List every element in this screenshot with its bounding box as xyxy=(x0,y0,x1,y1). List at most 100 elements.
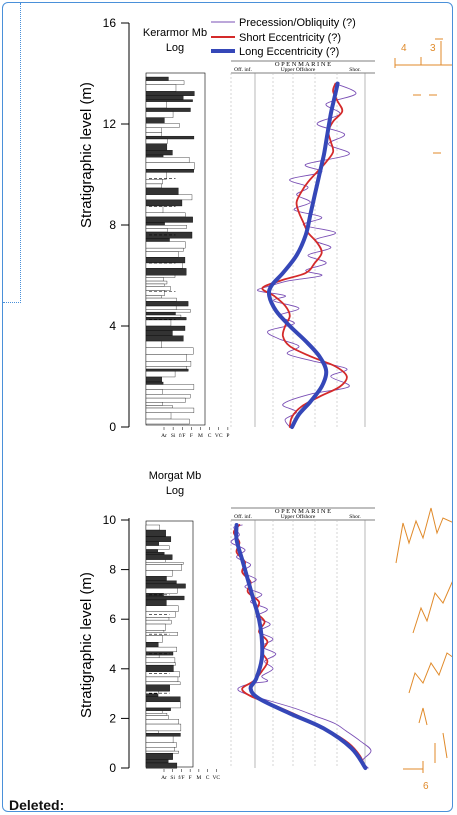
morgat-log-bed xyxy=(145,595,185,601)
kerarmor-log-bed xyxy=(145,127,162,133)
morgat-log-bed xyxy=(145,723,182,732)
kerarmor-log-bed xyxy=(145,251,179,258)
morgat-log-bed xyxy=(145,583,186,589)
kerarmor-grain-labels: Ar Si f/F F M C VC P xyxy=(161,427,229,439)
kerarmor-log-bed xyxy=(145,283,165,287)
kerarmor-log-bed xyxy=(145,325,186,331)
morgat-y-tick-label: 10 xyxy=(103,513,117,527)
kerarmor-log-bed xyxy=(145,340,162,348)
morgat-log-bed xyxy=(145,713,168,716)
kerarmor-log-bed xyxy=(145,76,169,81)
kerarmor-log-bed xyxy=(145,354,187,362)
morgat-log-bed xyxy=(145,654,160,659)
morgat-log-title-2: Log xyxy=(166,485,184,497)
morgat-log-bed xyxy=(145,762,178,769)
morgat-log-bed xyxy=(145,671,180,678)
kerarmor-log-bed xyxy=(145,247,184,252)
morgat-grain-label: F xyxy=(189,775,192,781)
kerarmor-log-bed xyxy=(145,238,170,242)
kerarmor-log-bed xyxy=(145,179,163,185)
legend: Precession/Obliquity (?) Short Eccentric… xyxy=(211,17,356,58)
morgat-log-bed xyxy=(145,693,159,697)
side-trace-5 xyxy=(434,732,448,763)
morgat-y-tick-label: 8 xyxy=(109,563,116,577)
legend-precession-label: Precession/Obliquity (?) xyxy=(239,17,356,29)
morgat-env-title: O P E N M A R I N E xyxy=(275,508,331,515)
morgat-log-bed xyxy=(145,759,169,764)
morgat-log-bed xyxy=(145,536,172,542)
kerarmor-log-bed xyxy=(145,194,193,201)
kerarmor-env-title: O P E N M A R I N E xyxy=(275,61,331,68)
kerarmor-log-title-1: Kerarmor Mb xyxy=(143,27,207,39)
kerarmor-log-bed xyxy=(145,397,186,403)
morgat-log-bed xyxy=(145,676,179,683)
kerarmor-env-grid xyxy=(230,73,366,427)
morgat-env-grid xyxy=(230,520,366,768)
morgat-y-tick-label: 2 xyxy=(109,711,116,725)
kerarmor-log-bed xyxy=(145,319,172,327)
kerarmor-log-bed xyxy=(145,280,168,285)
legend-short-label: Short Eccentricity (?) xyxy=(239,32,341,44)
morgat-log-bed xyxy=(145,701,181,709)
kerarmor-log-bed xyxy=(145,95,184,100)
morgat-log-bed xyxy=(145,623,166,631)
morgat-log-bed xyxy=(145,710,163,714)
kerarmor-grain-label: M xyxy=(198,433,203,439)
kerarmor-log-bed xyxy=(145,99,193,102)
morgat-grain-label: C xyxy=(206,775,210,781)
morgat-log-bed xyxy=(145,750,179,754)
morgat-y-tick-label: 6 xyxy=(109,612,116,626)
morgat-log-bed xyxy=(145,684,170,692)
morgat-y-tick-label: 4 xyxy=(109,662,116,676)
kerarmor-log-bed xyxy=(145,384,195,390)
side-trace-4 xyxy=(418,707,428,726)
side-trace-2 xyxy=(412,581,452,634)
kerarmor-log-bed xyxy=(145,91,195,96)
kerarmor-log-bed xyxy=(145,111,174,118)
adjacent-cropped-panel: 4 3 6 xyxy=(394,38,452,792)
kerarmor-log-bed xyxy=(145,107,191,112)
kerarmor-panel: Stratigraphic level (m) 0 4 8 12 16 Kerarmor… xyxy=(78,16,375,439)
morgat-grain-labels: Ar Si f/F F M C VC xyxy=(161,769,220,781)
kerarmor-log-bed xyxy=(145,309,191,313)
kerarmor-log-bed xyxy=(145,143,168,151)
morgat-panel: Stratigraphic level (m) 0 2 4 6 8 10 Morgat M… xyxy=(78,470,375,781)
deleted-label: Deleted: xyxy=(9,797,65,812)
morgat-y-ticks: 0 2 4 6 8 10 xyxy=(103,513,129,775)
kerarmor-log-bed xyxy=(145,361,192,367)
morgat-ylabel: Stratigraphic level (m) xyxy=(78,572,95,718)
kerarmor-log-bed xyxy=(145,222,165,226)
side-axis-top xyxy=(394,38,452,68)
morgat-log-bed xyxy=(145,617,170,621)
morgat-log-bed xyxy=(145,619,172,625)
kerarmor-log-bed xyxy=(145,335,184,342)
kerarmor-log-bed xyxy=(145,117,165,124)
morgat-env-middle: Upper Offshore xyxy=(281,513,316,520)
kerarmor-log-bed xyxy=(145,314,182,318)
kerarmor-log-bed xyxy=(145,305,177,310)
kerarmor-y-ticks: 0 4 8 12 16 xyxy=(103,16,129,434)
kerarmor-log-bed xyxy=(145,295,162,299)
kerarmor-log-bed xyxy=(145,418,190,425)
morgat-log-bed xyxy=(145,707,171,711)
morgat-log-bed xyxy=(145,646,177,653)
morgat-grain-label: Ar xyxy=(161,775,167,781)
kerarmor-log-bed xyxy=(145,123,180,128)
morgat-log-bed xyxy=(145,580,177,585)
kerarmor-log-bed xyxy=(145,241,186,249)
morgat-log-bed xyxy=(145,630,165,633)
morgat-log-bed xyxy=(145,564,182,571)
morgat-grain-label: Si xyxy=(170,775,175,781)
morgat-series-precession xyxy=(230,524,372,769)
morgat-log-bed xyxy=(145,605,179,612)
side-number-6: 6 xyxy=(423,781,429,792)
morgat-log-bed xyxy=(145,642,159,648)
kerarmor-log-bed xyxy=(145,277,164,282)
kerarmor-y-tick-label: 4 xyxy=(109,319,116,333)
morgat-log-beds xyxy=(145,524,186,769)
kerarmor-log-bed xyxy=(145,311,176,316)
kerarmor-log-bed xyxy=(145,162,195,170)
kerarmor-log-bed xyxy=(145,212,186,218)
kerarmor-log-bed xyxy=(145,101,167,109)
